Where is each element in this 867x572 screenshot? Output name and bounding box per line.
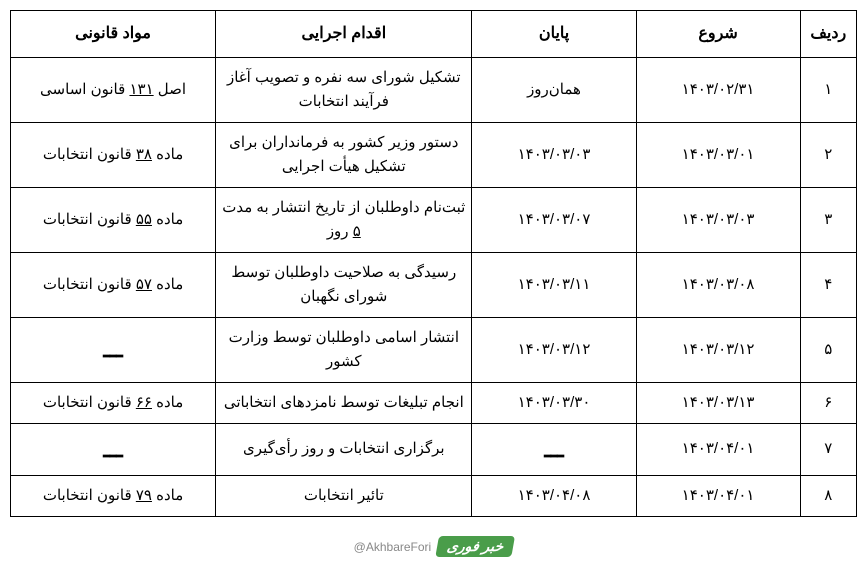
- cell-end: همان‌روز: [472, 57, 636, 122]
- watermark: @AkhbareFori خبر فوری: [354, 536, 514, 557]
- cell-legal: ماده ۶۶ قانون انتخابات: [11, 382, 216, 423]
- table-row: ۳۱۴۰۳/۰۳/۰۳۱۴۰۳/۰۳/۰۷ثبت‌نام داوطلبان از…: [11, 187, 857, 252]
- cell-start: ۱۴۰۳/۰۳/۱۳: [636, 382, 800, 423]
- cell-legal: اصل ۱۳۱ قانون اساسی: [11, 57, 216, 122]
- watermark-handle: @AkhbareFori: [354, 540, 432, 554]
- cell-end: ۱۴۰۳/۰۳/۱۲: [472, 317, 636, 382]
- table-row: ۷۱۴۰۳/۰۴/۰۱ـــبرگزاری انتخابات و روز رأی…: [11, 423, 857, 475]
- table-row: ۶۱۴۰۳/۰۳/۱۳۱۴۰۳/۰۳/۳۰انجام تبلیغات توسط …: [11, 382, 857, 423]
- table-row: ۱۱۴۰۳/۰۲/۳۱همان‌روزتشکیل شورای سه نفره و…: [11, 57, 857, 122]
- cell-action: ثبت‌نام داوطلبان از تاریخ انتشار به مدت …: [216, 187, 472, 252]
- cell-end: ۱۴۰۳/۰۳/۰۷: [472, 187, 636, 252]
- cell-start: ۱۴۰۳/۰۲/۳۱: [636, 57, 800, 122]
- cell-legal: ماده ۵۵ قانون انتخابات: [11, 187, 216, 252]
- cell-row-num: ۳: [800, 187, 856, 252]
- table-row: ۵۱۴۰۳/۰۳/۱۲۱۴۰۳/۰۳/۱۲انتشار اسامی داوطلب…: [11, 317, 857, 382]
- table-row: ۲۱۴۰۳/۰۳/۰۱۱۴۰۳/۰۳/۰۳دستور وزیر کشور به …: [11, 122, 857, 187]
- table-row: ۸۱۴۰۳/۰۴/۰۱۱۴۰۳/۰۴/۰۸تائیر انتخاباتماده …: [11, 475, 857, 516]
- cell-row-num: ۷: [800, 423, 856, 475]
- cell-start: ۱۴۰۳/۰۳/۱۲: [636, 317, 800, 382]
- cell-start: ۱۴۰۳/۰۳/۰۳: [636, 187, 800, 252]
- header-start: شروع: [636, 11, 800, 58]
- cell-legal: ماده ۵۷ قانون انتخابات: [11, 252, 216, 317]
- cell-start: ۱۴۰۳/۰۴/۰۱: [636, 423, 800, 475]
- cell-action: رسیدگی به صلاحیت داوطلبان توسط شورای نگه…: [216, 252, 472, 317]
- cell-row-num: ۲: [800, 122, 856, 187]
- cell-end: ۱۴۰۳/۰۴/۰۸: [472, 475, 636, 516]
- header-legal: مواد قانونی: [11, 11, 216, 58]
- schedule-table: ردیف شروع پایان اقدام اجرایی مواد قانونی…: [10, 10, 857, 517]
- header-action: اقدام اجرایی: [216, 11, 472, 58]
- cell-action: تائیر انتخابات: [216, 475, 472, 516]
- cell-action: دستور وزیر کشور به فرمانداران برای تشکیل…: [216, 122, 472, 187]
- cell-legal: ـــ: [11, 317, 216, 382]
- cell-row-num: ۱: [800, 57, 856, 122]
- cell-start: ۱۴۰۳/۰۳/۰۱: [636, 122, 800, 187]
- cell-legal: ـــ: [11, 423, 216, 475]
- cell-action: برگزاری انتخابات و روز رأی‌گیری: [216, 423, 472, 475]
- cell-row-num: ۶: [800, 382, 856, 423]
- header-end: پایان: [472, 11, 636, 58]
- cell-row-num: ۸: [800, 475, 856, 516]
- cell-action: انتشار اسامی داوطلبان توسط وزارت کشور: [216, 317, 472, 382]
- cell-action: تشکیل شورای سه نفره و تصویب آغاز فرآیند …: [216, 57, 472, 122]
- cell-end: ـــ: [472, 423, 636, 475]
- cell-end: ۱۴۰۳/۰۳/۱۱: [472, 252, 636, 317]
- cell-row-num: ۵: [800, 317, 856, 382]
- table-header-row: ردیف شروع پایان اقدام اجرایی مواد قانونی: [11, 11, 857, 58]
- cell-action: انجام تبلیغات توسط نامزدهای انتخاباتی: [216, 382, 472, 423]
- watermark-logo: خبر فوری: [435, 536, 515, 557]
- cell-legal: ماده ۷۹ قانون انتخابات: [11, 475, 216, 516]
- cell-end: ۱۴۰۳/۰۳/۳۰: [472, 382, 636, 423]
- cell-row-num: ۴: [800, 252, 856, 317]
- header-row-num: ردیف: [800, 11, 856, 58]
- cell-start: ۱۴۰۳/۰۳/۰۸: [636, 252, 800, 317]
- table-row: ۴۱۴۰۳/۰۳/۰۸۱۴۰۳/۰۳/۱۱رسیدگی به صلاحیت دا…: [11, 252, 857, 317]
- cell-end: ۱۴۰۳/۰۳/۰۳: [472, 122, 636, 187]
- cell-start: ۱۴۰۳/۰۴/۰۱: [636, 475, 800, 516]
- cell-legal: ماده ۳۸ قانون انتخابات: [11, 122, 216, 187]
